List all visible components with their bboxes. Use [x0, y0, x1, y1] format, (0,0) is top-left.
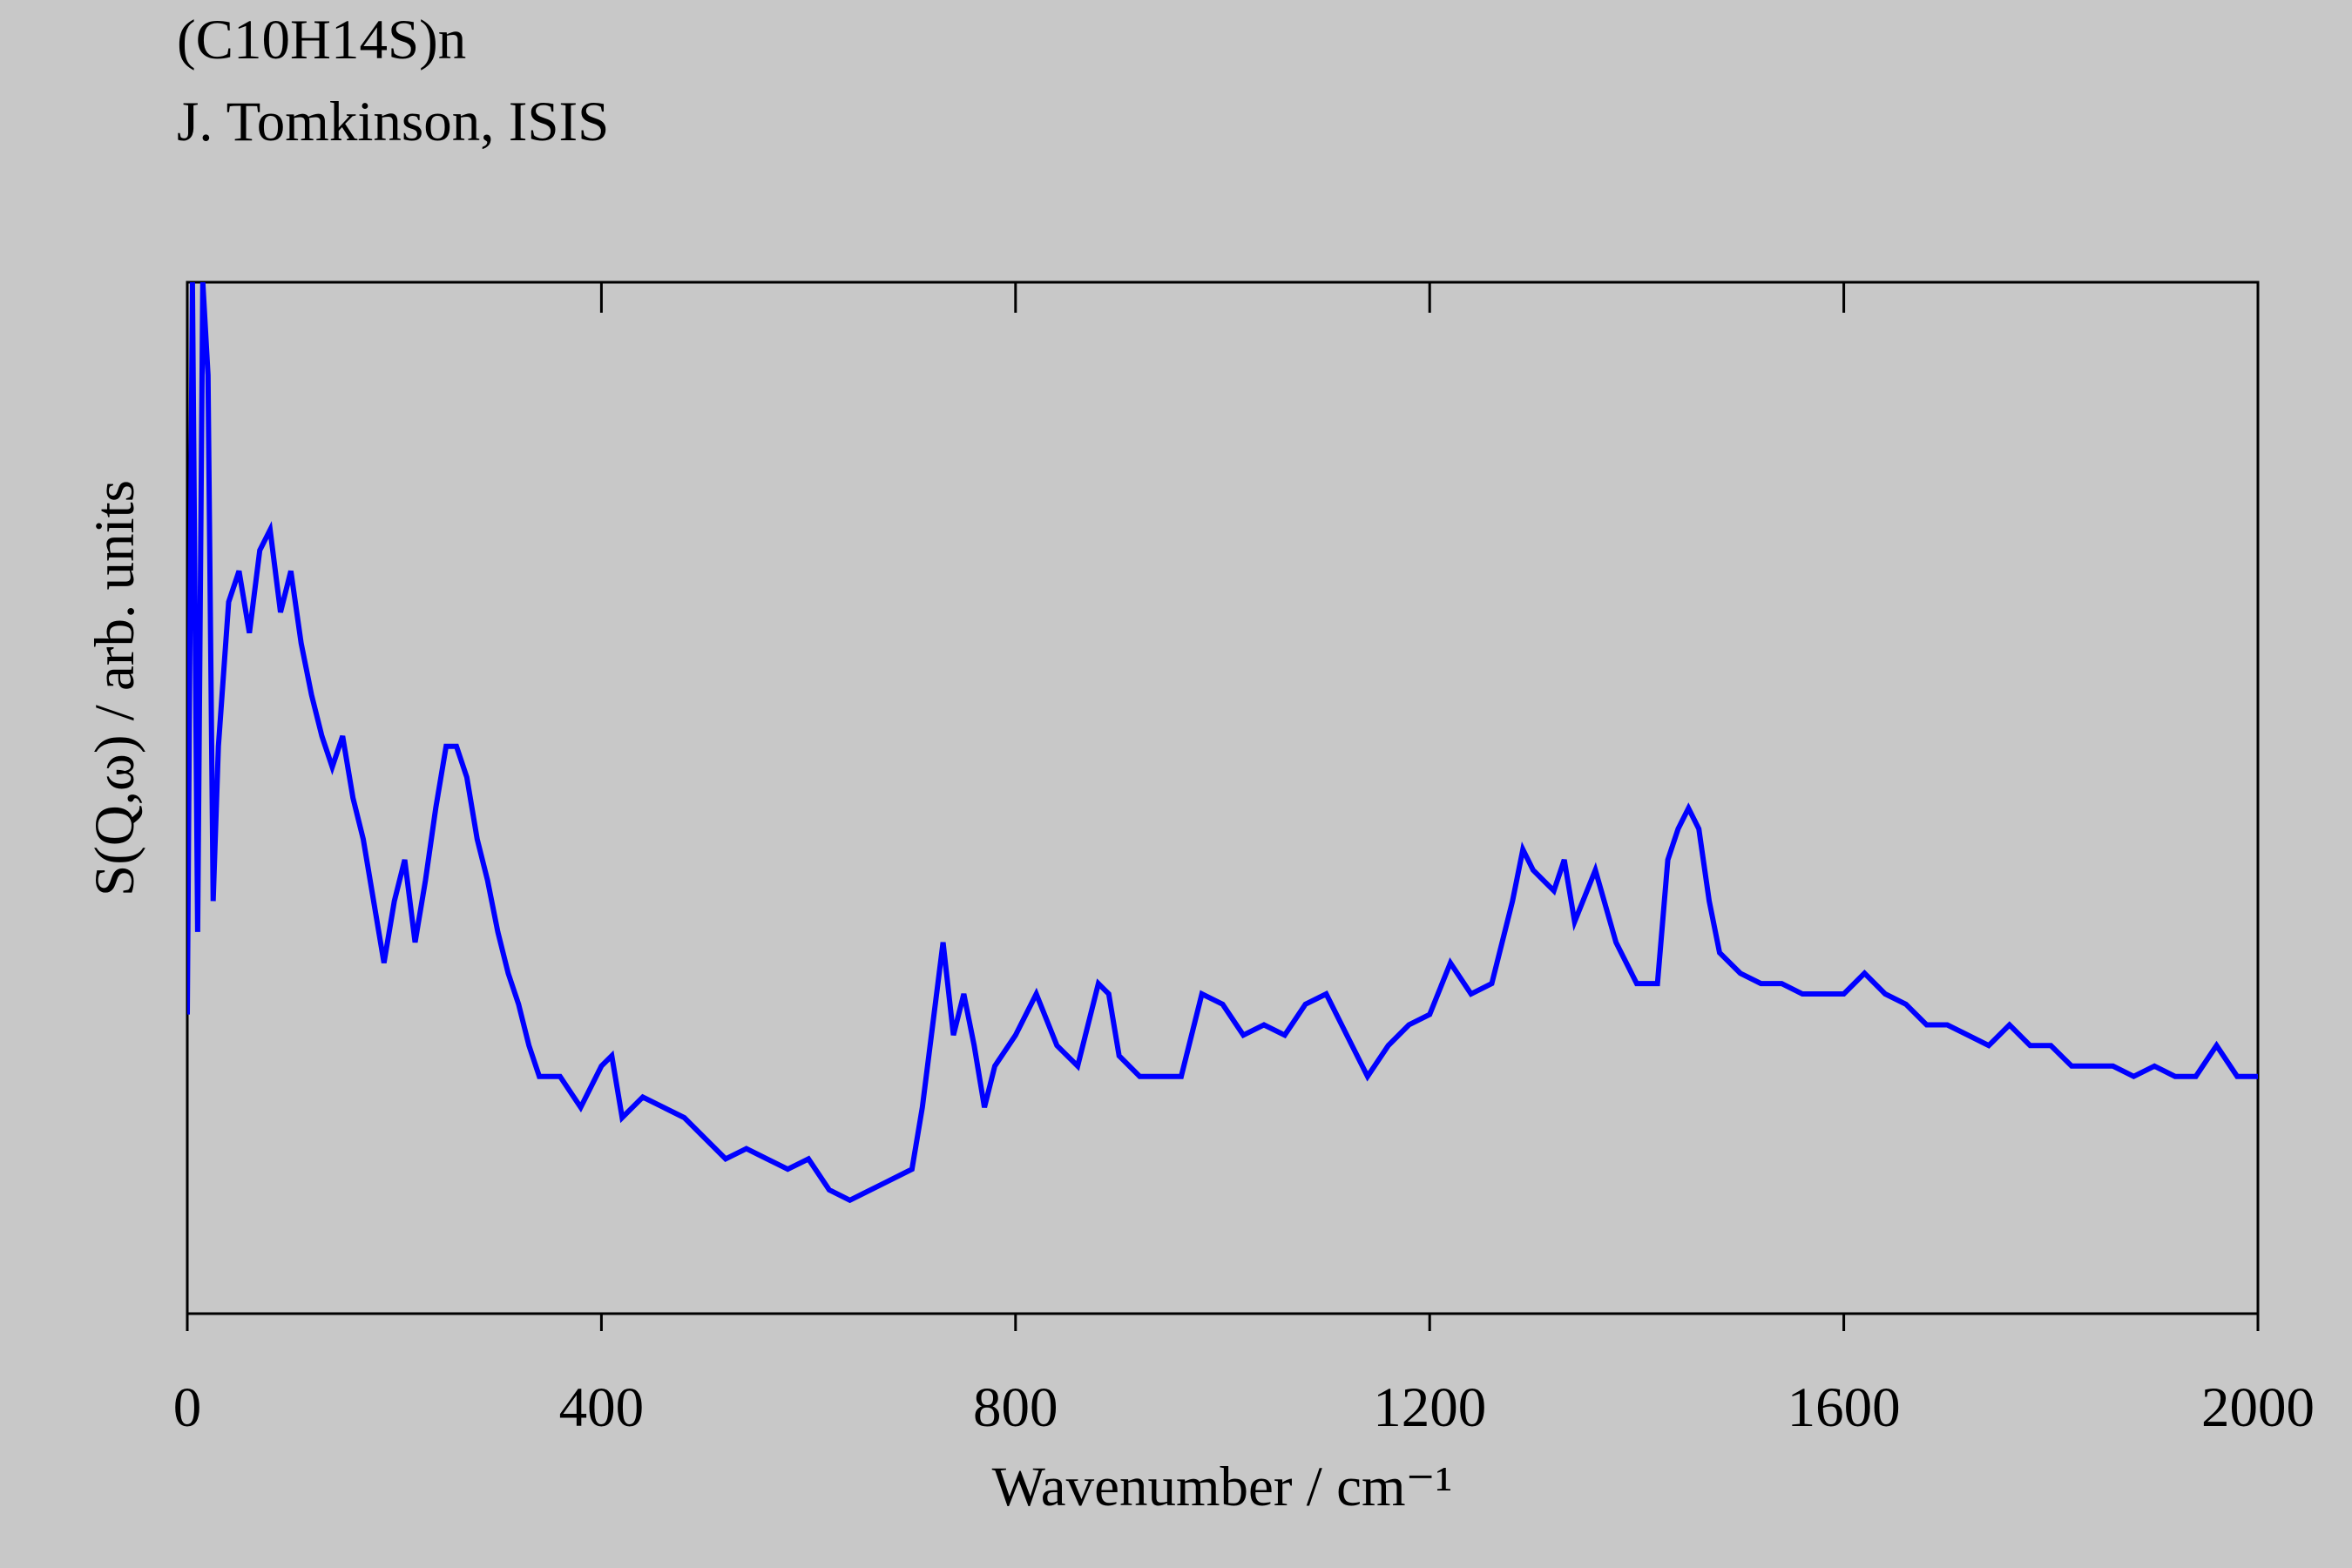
chart-subtitle: J. Tomkinson, ISIS [177, 91, 609, 153]
spectrum-line [187, 282, 2258, 1204]
x-tick-label: 800 [973, 1376, 1058, 1439]
x-tick-label: 400 [559, 1376, 645, 1439]
x-axis-label: Wavenumber / cm⁻¹ [992, 1456, 1453, 1518]
x-tick-label: 0 [173, 1376, 202, 1439]
y-axis-label: S(Q,ω) / arb. units [84, 480, 146, 896]
x-tick-label: 1200 [1373, 1376, 1486, 1439]
chart-title: (C10H14S)n [177, 9, 466, 71]
x-tick-label: 2000 [2201, 1376, 2315, 1439]
x-tick-label: 1600 [1788, 1376, 1901, 1439]
